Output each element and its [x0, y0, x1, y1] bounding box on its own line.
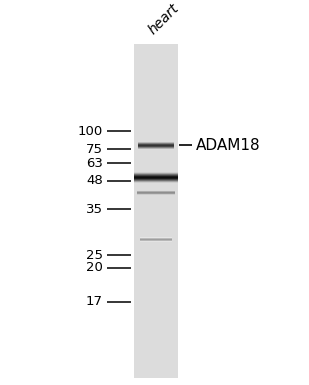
Text: 35: 35 — [86, 203, 103, 216]
Text: 25: 25 — [86, 249, 103, 262]
Text: 20: 20 — [86, 261, 103, 275]
Text: 75: 75 — [86, 142, 103, 156]
Text: 100: 100 — [78, 125, 103, 138]
Text: ADAM18: ADAM18 — [196, 138, 261, 153]
Text: 48: 48 — [86, 174, 103, 187]
Bar — [134, 44, 178, 378]
Text: heart: heart — [146, 1, 182, 37]
Text: 63: 63 — [86, 157, 103, 170]
Text: 17: 17 — [86, 295, 103, 308]
